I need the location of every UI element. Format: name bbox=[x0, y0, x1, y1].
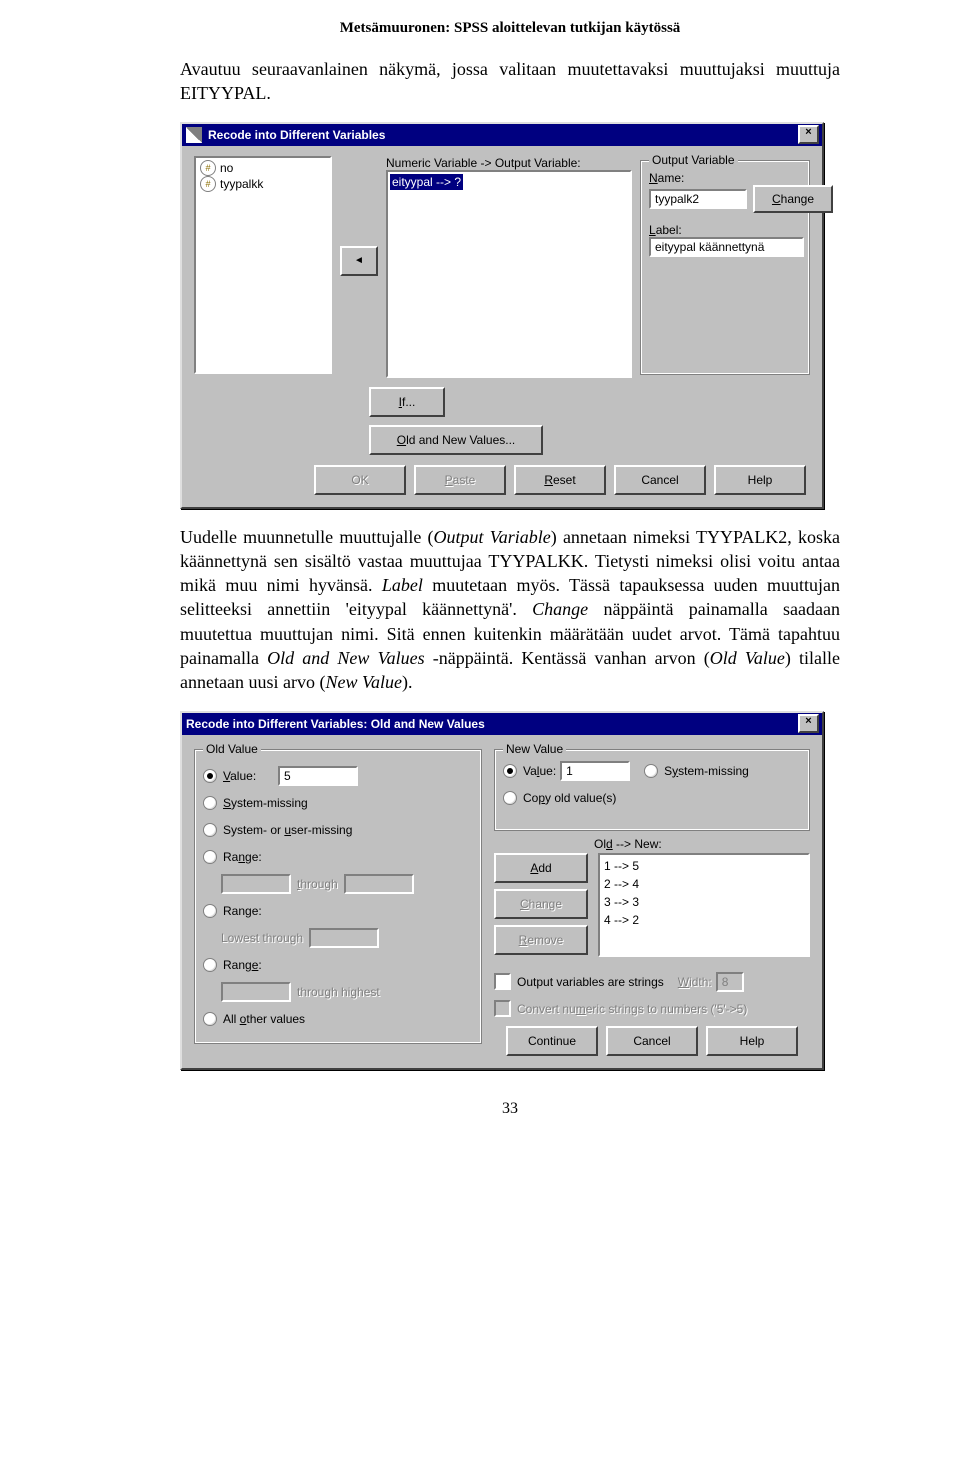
new-value-legend: New Value bbox=[503, 742, 566, 756]
range-lowest-input bbox=[309, 928, 379, 948]
change-mapping-button[interactable]: Change bbox=[494, 889, 588, 919]
cancel-button[interactable]: Cancel bbox=[606, 1026, 698, 1056]
remove-button[interactable]: Remove bbox=[494, 925, 588, 955]
range-from-input bbox=[221, 874, 291, 894]
range-highest-input bbox=[221, 982, 291, 1002]
output-label-input[interactable] bbox=[649, 237, 804, 257]
add-button[interactable]: Add bbox=[494, 853, 588, 883]
old-value-option[interactable]: Value: bbox=[203, 765, 473, 787]
radio-icon bbox=[203, 769, 217, 783]
list-item-label: no bbox=[220, 161, 233, 175]
dialog-title: Recode into Different Variables bbox=[208, 128, 385, 142]
dialog-titlebar: Recode into Different Variables × bbox=[182, 124, 822, 146]
system-user-missing-option[interactable]: System- or user-missing bbox=[203, 819, 473, 841]
system-missing-option[interactable]: System-missing bbox=[203, 792, 473, 814]
radio-icon bbox=[503, 791, 517, 805]
continue-button[interactable]: Continue bbox=[506, 1026, 598, 1056]
move-left-button[interactable] bbox=[340, 246, 378, 276]
close-icon[interactable]: × bbox=[798, 125, 819, 144]
list-item[interactable]: 2 --> 4 bbox=[604, 875, 804, 893]
checkbox-icon bbox=[494, 1000, 511, 1017]
range-highest-option[interactable]: Range: bbox=[203, 954, 473, 976]
app-icon bbox=[186, 127, 202, 143]
page-header: Metsämuuronen: SPSS aloittelevan tutkija… bbox=[180, 20, 840, 37]
radio-icon bbox=[203, 850, 217, 864]
convert-numeric-option: Convert numeric strings to numbers ('5'-… bbox=[494, 998, 810, 1020]
old-new-list-label: Old --> New: bbox=[594, 837, 810, 851]
mapping-label: Numeric Variable -> Output Variable: bbox=[386, 156, 632, 170]
new-value-input[interactable] bbox=[560, 761, 630, 781]
new-value-option[interactable]: Value: bbox=[503, 760, 630, 782]
paste-button[interactable]: Paste bbox=[414, 465, 506, 495]
old-value-input[interactable] bbox=[278, 766, 358, 786]
variable-icon: # bbox=[200, 176, 216, 192]
if-button[interactable]: If... bbox=[369, 387, 445, 417]
intro-paragraph: Avautuu seuraavanlainen näkymä, jossa va… bbox=[180, 57, 840, 106]
name-label: Name: bbox=[649, 171, 801, 185]
mapping-value: eityypal --> ? bbox=[390, 174, 463, 190]
help-button[interactable]: Help bbox=[706, 1026, 798, 1056]
through-label: through bbox=[297, 877, 338, 891]
list-item-label: tyypalkk bbox=[220, 177, 263, 191]
checkbox-icon bbox=[494, 973, 511, 990]
old-value-legend: Old Value bbox=[203, 742, 261, 756]
range-to-input bbox=[344, 874, 414, 894]
range-option[interactable]: Range: bbox=[203, 846, 473, 868]
range-lowest-option[interactable]: Range: bbox=[203, 900, 473, 922]
old-new-values-dialog: Recode into Different Variables: Old and… bbox=[180, 711, 824, 1070]
dialog-titlebar: Recode into Different Variables: Old and… bbox=[182, 713, 822, 735]
reset-button[interactable]: Reset bbox=[514, 465, 606, 495]
radio-icon bbox=[203, 1012, 217, 1026]
list-item[interactable]: # no bbox=[198, 160, 328, 176]
radio-icon bbox=[203, 796, 217, 810]
output-strings-option[interactable]: Output variables are strings Width: bbox=[494, 971, 810, 993]
radio-icon bbox=[644, 764, 658, 778]
page-number: 33 bbox=[180, 1100, 840, 1118]
list-item[interactable]: 1 --> 5 bbox=[604, 857, 804, 875]
output-name-input[interactable] bbox=[649, 189, 747, 209]
old-new-values-button[interactable]: Old and New Values... bbox=[369, 425, 543, 455]
radio-icon bbox=[203, 823, 217, 837]
radio-icon bbox=[203, 904, 217, 918]
list-item[interactable]: 3 --> 3 bbox=[604, 893, 804, 911]
cancel-button[interactable]: Cancel bbox=[614, 465, 706, 495]
lowest-through-label: Lowest through bbox=[221, 931, 303, 945]
width-input bbox=[716, 972, 744, 992]
ok-button[interactable]: OK bbox=[314, 465, 406, 495]
explanation-paragraph: Uudelle muunnetulle muuttujalle (Output … bbox=[180, 525, 840, 695]
variable-icon: # bbox=[200, 160, 216, 176]
help-button[interactable]: Help bbox=[714, 465, 806, 495]
list-item[interactable]: 4 --> 2 bbox=[604, 911, 804, 929]
source-variable-list[interactable]: # no # tyypalkk bbox=[194, 156, 332, 374]
radio-icon bbox=[203, 958, 217, 972]
label-label: Label: bbox=[649, 223, 801, 237]
change-button[interactable]: Change bbox=[753, 185, 833, 213]
output-group-legend: Output Variable bbox=[649, 153, 738, 167]
through-highest-label: through highest bbox=[297, 985, 380, 999]
new-system-missing-option[interactable]: System-missing bbox=[644, 760, 749, 782]
mapping-field[interactable]: eityypal --> ? bbox=[386, 170, 632, 378]
dialog-title: Recode into Different Variables: Old and… bbox=[186, 717, 485, 731]
copy-old-option[interactable]: Copy old value(s) bbox=[503, 787, 801, 809]
all-other-option[interactable]: All other values bbox=[203, 1008, 473, 1030]
recode-dialog: Recode into Different Variables × # no #… bbox=[180, 122, 824, 509]
close-icon[interactable]: × bbox=[798, 714, 819, 733]
list-item[interactable]: # tyypalkk bbox=[198, 176, 328, 192]
radio-icon bbox=[503, 764, 517, 778]
mapping-list[interactable]: 1 --> 5 2 --> 4 3 --> 3 4 --> 2 bbox=[598, 853, 810, 957]
